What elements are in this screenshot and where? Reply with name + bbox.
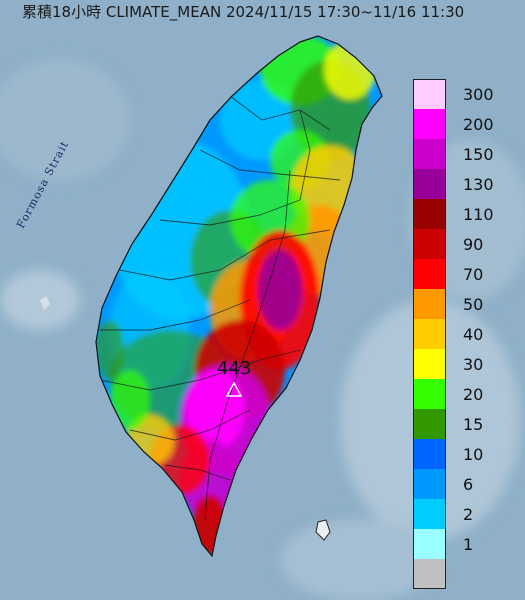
- legend-row: 15: [413, 409, 518, 439]
- legend-label: 40: [463, 325, 484, 344]
- legend-label: 70: [463, 265, 484, 284]
- penghu-islands: [40, 296, 50, 310]
- legend-swatch: [413, 259, 446, 289]
- legend-swatch: [413, 79, 446, 109]
- legend-swatch: [413, 379, 446, 409]
- legend-row: 90: [413, 229, 518, 259]
- legend-row: 10: [413, 439, 518, 469]
- legend-label: 200: [463, 115, 494, 134]
- legend-row: 40: [413, 319, 518, 349]
- legend-row: 20: [413, 379, 518, 409]
- legend-label: 2: [463, 505, 474, 524]
- legend-swatch: [413, 469, 446, 499]
- legend-row: 110: [413, 199, 518, 229]
- legend-row: 130: [413, 169, 518, 199]
- legend-swatch: [413, 319, 446, 349]
- legend-swatch: [413, 349, 446, 379]
- peak-value-label: 443: [217, 358, 252, 379]
- taiwan-coastline: [95, 35, 383, 558]
- legend-label: 130: [463, 175, 494, 194]
- legend-swatch: [413, 289, 446, 319]
- legend-swatch: [413, 529, 446, 559]
- peak-marker-icon: [225, 381, 243, 397]
- legend-label: 30: [463, 355, 484, 374]
- legend-swatch: [413, 139, 446, 169]
- legend-label: 6: [463, 475, 474, 494]
- legend-swatch: [413, 439, 446, 469]
- county-boundaries: [99, 95, 341, 521]
- legend-row: 2: [413, 499, 518, 529]
- legend-row: [413, 559, 518, 589]
- legend-label: 300: [463, 85, 494, 104]
- legend-swatch: [413, 499, 446, 529]
- legend-label: 90: [463, 235, 484, 254]
- legend-row: 70: [413, 259, 518, 289]
- legend-row: 1: [413, 529, 518, 559]
- legend-row: 300: [413, 79, 518, 109]
- legend-label: 1: [463, 535, 474, 554]
- legend-swatch: [413, 199, 446, 229]
- legend-swatch: [413, 409, 446, 439]
- legend-row: 30: [413, 349, 518, 379]
- legend-label: 20: [463, 385, 484, 404]
- legend-label: 10: [463, 445, 484, 464]
- legend-label: 50: [463, 295, 484, 314]
- legend-row: 50: [413, 289, 518, 319]
- green-island: [315, 519, 331, 541]
- legend-row: 6: [413, 469, 518, 499]
- legend-row: 200: [413, 109, 518, 139]
- legend-label: 110: [463, 205, 494, 224]
- legend-swatch: [413, 109, 446, 139]
- legend-swatch: [413, 559, 446, 589]
- legend-label: 15: [463, 415, 484, 434]
- legend-label: 150: [463, 145, 494, 164]
- map-title: 累積18小時 CLIMATE_MEAN 2024/11/15 17:30~11/…: [22, 3, 465, 21]
- rainfall-legend: 300 200 150 130 110 90 70 50 40 30 20 15 10 6 2 1: [413, 79, 518, 589]
- legend-row: 150: [413, 139, 518, 169]
- legend-swatch: [413, 169, 446, 199]
- legend-swatch: [413, 229, 446, 259]
